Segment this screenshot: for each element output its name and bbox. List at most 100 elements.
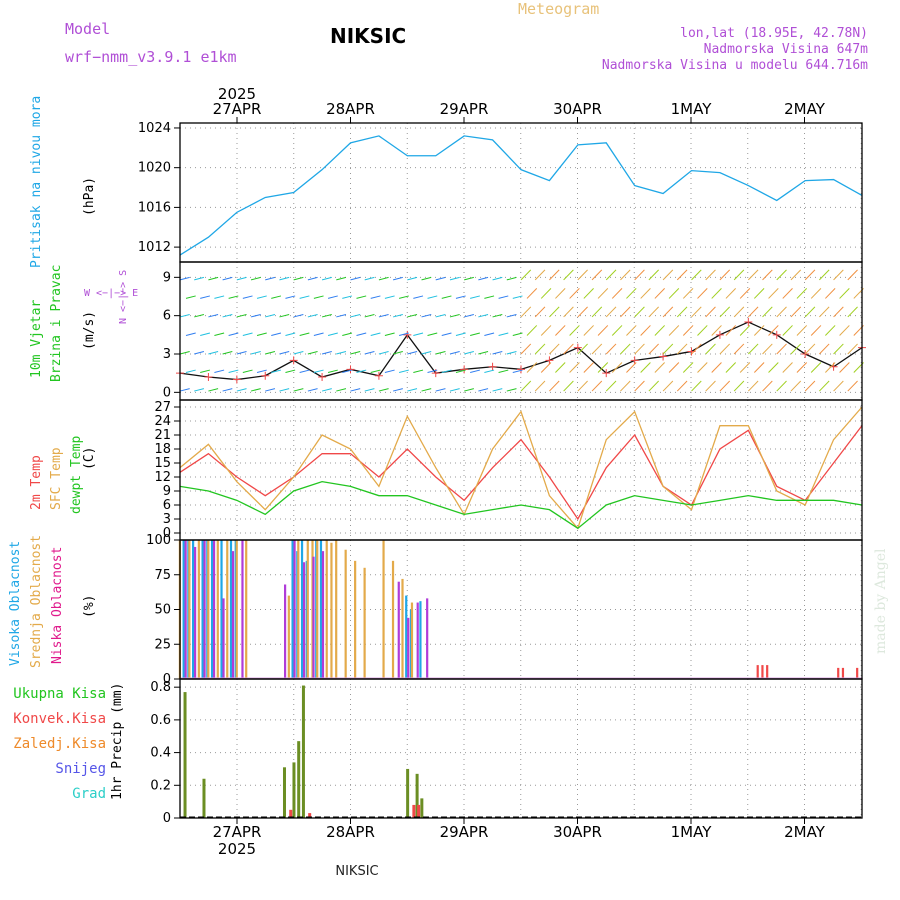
wind-arrow <box>350 351 361 355</box>
wind-arrow <box>370 332 381 336</box>
wind-arrow <box>441 295 452 299</box>
wind-arrow <box>321 313 332 318</box>
wind-arrow <box>605 269 617 281</box>
wind-arrow <box>236 351 247 355</box>
bar <box>203 540 206 679</box>
bar <box>316 540 319 679</box>
y-tick-label: 100 <box>146 533 171 548</box>
wind-arrow <box>705 343 716 355</box>
wind-arrow <box>563 269 574 281</box>
wind-arrow <box>336 388 347 392</box>
wind-compass: W <−|−> E <box>84 288 139 299</box>
wind-arrow <box>605 380 617 392</box>
wind-arrow <box>563 380 574 392</box>
wind-arrow <box>464 313 474 318</box>
wind-arrow <box>782 288 793 299</box>
wind-arrow <box>648 269 659 281</box>
wind-arrow <box>847 380 858 392</box>
wind-arrow <box>753 288 765 299</box>
wind-arrow <box>293 351 304 355</box>
wind-arrow <box>250 388 261 392</box>
wind-arrow <box>747 343 759 355</box>
y-tick-label: 25 <box>154 637 171 652</box>
wind-arrow <box>776 380 787 392</box>
wind-arrow <box>682 288 694 299</box>
y-tick-label: 50 <box>154 603 171 618</box>
total-precip-label: Ukupna Kisa <box>13 686 106 702</box>
wind-arrow <box>833 380 844 392</box>
bar <box>325 540 328 679</box>
wind-arrow <box>313 369 324 374</box>
bar <box>297 540 300 679</box>
wind-arrow <box>512 332 523 336</box>
wind-arrow <box>250 276 261 281</box>
wind-arrow <box>640 362 651 373</box>
wind-arrow <box>847 306 858 318</box>
bar <box>841 667 845 679</box>
wind-arrow <box>194 351 205 355</box>
wind-arrow <box>421 388 432 392</box>
wind-arrow <box>711 362 722 373</box>
y-tick-label: 18 <box>154 442 171 457</box>
wind-arrow <box>256 369 267 374</box>
wind-arrow <box>847 343 858 355</box>
wind-arrow <box>364 388 375 392</box>
wind-speed-point <box>289 356 298 365</box>
wind-arrow <box>384 295 395 299</box>
wind-arrow <box>179 388 190 392</box>
conv-precip-label: Konvek.Kisa <box>13 711 106 727</box>
wind-arrow <box>449 388 460 392</box>
model-label: Model <box>65 20 111 38</box>
wind-arrow <box>804 306 816 318</box>
bottom-date-label: 27APR <box>213 823 262 841</box>
wind-arrow <box>540 362 552 373</box>
wind-arrow <box>520 306 532 318</box>
wind-arrow <box>620 380 631 392</box>
wind-arrow <box>378 276 389 281</box>
bar <box>363 567 366 679</box>
wind-arrow <box>285 332 296 336</box>
bar <box>412 804 416 818</box>
wind-arrow <box>782 362 793 373</box>
wind-arrow <box>427 369 438 374</box>
wind-arrow <box>540 325 552 336</box>
wind-arrow <box>739 325 751 336</box>
wind-speed-point <box>772 330 781 339</box>
wind-arrow <box>484 369 495 374</box>
bar <box>226 540 229 679</box>
wind-arrow <box>640 325 651 336</box>
wind-arrow <box>648 343 659 355</box>
freezing-rain-label: Zaledj.Kisa <box>13 736 106 752</box>
bar <box>308 813 312 818</box>
top-date-label: 29APR <box>440 100 489 118</box>
model-elevation-label: Nadmorska Visina u modelu 644.716m <box>601 58 868 73</box>
wind-arrow <box>222 351 233 355</box>
y-tick-label: 15 <box>154 456 171 471</box>
bar <box>207 540 210 679</box>
wind-arrow <box>733 343 745 355</box>
wind-speed-point <box>488 362 497 371</box>
wind-arrow <box>569 362 580 373</box>
wind-arrow <box>293 276 304 281</box>
wind-speed-point <box>204 373 213 381</box>
wind-arrow <box>279 313 290 318</box>
panel-frame-precip <box>179 678 863 819</box>
wind-arrow <box>591 306 603 318</box>
wind-arrow <box>478 351 489 355</box>
bar <box>319 540 323 679</box>
bar <box>426 598 429 679</box>
wind-arrow <box>321 388 332 392</box>
wind-arrow <box>719 269 731 281</box>
wind-arrow <box>796 288 808 299</box>
wind-arrow <box>370 295 381 299</box>
bar <box>761 665 764 679</box>
wind-arrow <box>421 351 432 355</box>
wind-speed-point <box>744 318 753 327</box>
bar <box>756 665 759 679</box>
wind-arrow <box>299 332 310 336</box>
wind-arrow <box>455 369 466 374</box>
wind-arrow <box>782 325 793 336</box>
top-year-label: 2025 <box>218 85 256 103</box>
wind-arrow <box>682 325 694 336</box>
